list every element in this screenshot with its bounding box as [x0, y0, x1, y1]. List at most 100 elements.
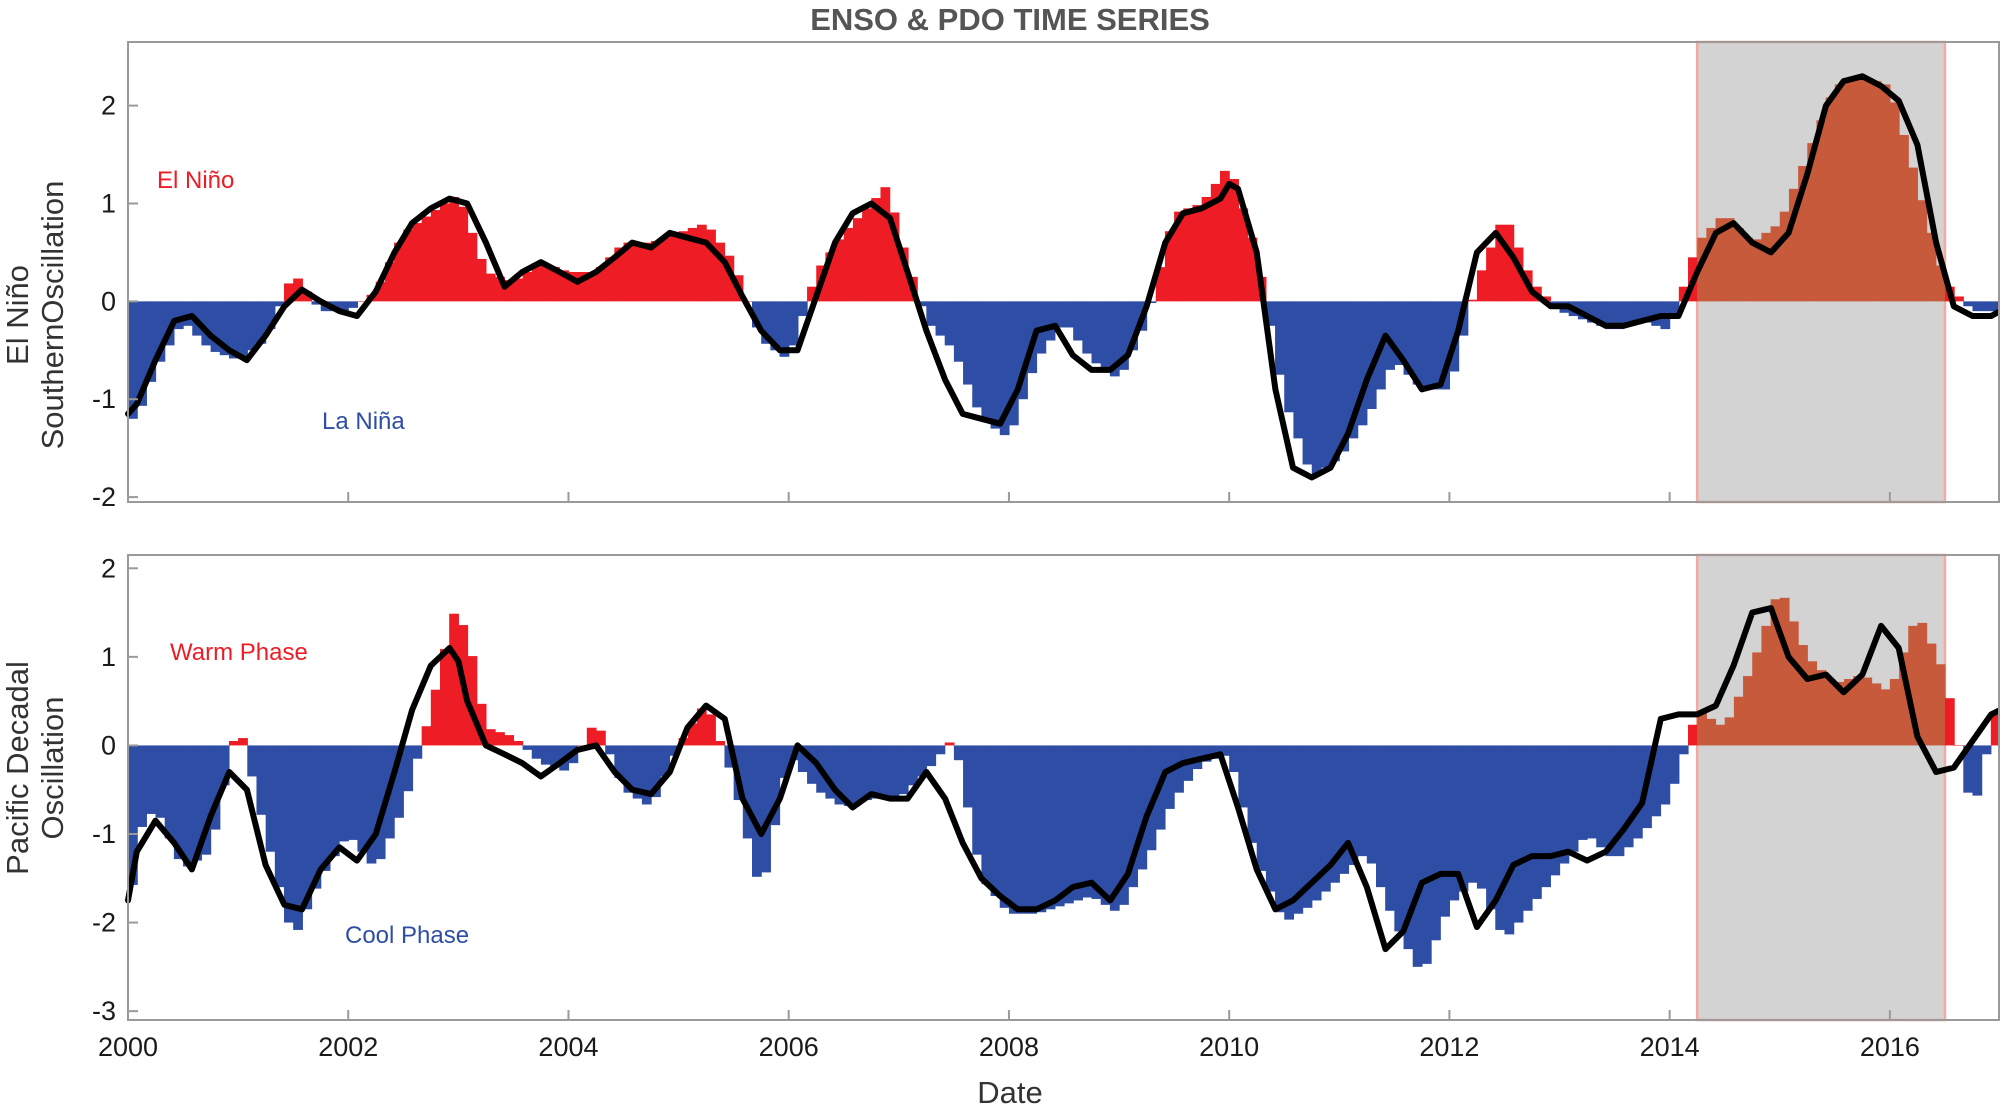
pdo-bar [1348, 745, 1359, 865]
enso-bar [495, 276, 505, 302]
pdo-bar [1119, 745, 1129, 905]
enso-bar [348, 301, 359, 308]
pdo-bar [1807, 661, 1818, 746]
pdo-axes-frame [127, 554, 2000, 1021]
enso-bar [669, 234, 680, 302]
enso-bar [1880, 84, 1891, 302]
enso-bar [540, 263, 551, 302]
enso-bar [440, 203, 450, 302]
pdo-bar [247, 745, 258, 777]
enso-bar [449, 196, 459, 302]
enso-bar [972, 301, 983, 408]
pdo-y-tick-label: -1 [92, 819, 116, 849]
enso-bar [128, 301, 138, 419]
pdo-bar [1862, 677, 1873, 746]
enso-bar [513, 278, 524, 302]
enso-bar [696, 224, 707, 302]
pdo-bar [1302, 745, 1313, 908]
pdo-bar [403, 745, 414, 792]
enso-bar [1963, 301, 1974, 307]
enso-bar [1155, 267, 1166, 302]
pdo-bar [1844, 679, 1854, 746]
enso-bar [871, 198, 882, 302]
enso-bar [1798, 165, 1808, 302]
enso-y-ticks: 2 1 0 -1 -2 [92, 91, 138, 512]
pdo-bar [1504, 745, 1515, 935]
pdo-bar [1247, 745, 1258, 843]
pdo-bar [696, 708, 707, 746]
x-tick-label: 2008 [979, 1032, 1039, 1062]
pdo-bar [825, 745, 836, 799]
enso-bar [641, 242, 652, 302]
enso-bar [1899, 134, 1909, 302]
pdo-bar [394, 745, 404, 818]
enso-bar [1504, 224, 1515, 302]
enso-smooth-line [125, 73, 2000, 481]
pdo-bar [1229, 745, 1239, 772]
pdo-bar [917, 745, 927, 777]
enso-bar [458, 206, 469, 302]
pdo-bar [1715, 724, 1726, 746]
enso-bar [1513, 247, 1524, 302]
pdo-bar [1091, 745, 1102, 899]
pdo-bar [1109, 745, 1120, 911]
enso-axes-frame [127, 41, 2000, 503]
pdo-bar [1366, 745, 1377, 864]
enso-bar [1348, 301, 1359, 439]
enso-bar [999, 301, 1010, 436]
pdo-bar [1688, 724, 1698, 746]
enso-bar [421, 216, 432, 302]
pdo-bar [155, 745, 166, 818]
pdo-bar [467, 656, 478, 746]
enso-bar [1853, 77, 1863, 302]
pdo-bar [1568, 745, 1579, 852]
pdo-bar [265, 745, 276, 852]
pdo-bar [908, 745, 918, 786]
pdo-bar [192, 745, 203, 861]
pdo-bar [706, 714, 716, 746]
pdo-bar [1275, 745, 1285, 913]
pdo-bar [293, 745, 303, 930]
enso-bar [1844, 81, 1854, 302]
pdo-bar [852, 745, 863, 803]
enso-bar [1862, 77, 1873, 302]
pdo-bar [1467, 745, 1478, 883]
enso-x-ticks [127, 492, 1891, 502]
enso-bar [1054, 301, 1065, 328]
pdo-bars [128, 597, 2000, 967]
pdo-bar [164, 745, 175, 839]
pdo-bar [1394, 745, 1405, 932]
enso-bar [1394, 301, 1405, 365]
enso-bar [155, 301, 166, 362]
pdo-bar [1908, 625, 1919, 746]
pdo-bar [1082, 745, 1093, 898]
enso-bar [219, 301, 230, 356]
pdo-bar [238, 738, 248, 746]
pdo-smooth-line [125, 605, 2000, 953]
enso-bar [651, 241, 661, 302]
pdo-bar [1486, 745, 1496, 910]
pdo-bar [1137, 745, 1148, 870]
enso-bar [1210, 183, 1221, 302]
enso-y-tick-label: 0 [101, 286, 116, 316]
enso-bar [1467, 299, 1478, 302]
enso-bar [1990, 301, 2000, 312]
pdo-panel: 210-1-2-3 2000 2002 2004 2006 2008 2010 2012 20… [0, 553, 2000, 1110]
pdo-y-ticks: 2 1 0 -1 -2 -3 [92, 553, 138, 1026]
pdo-bar [284, 745, 294, 923]
pdo-bar [1899, 652, 1909, 746]
pdo-bar [201, 745, 212, 855]
enso-bar [1339, 301, 1350, 452]
enso-bar [926, 301, 937, 326]
pdo-bar [1357, 745, 1368, 857]
pdo-bar [596, 730, 606, 746]
pdo-bar [128, 745, 138, 885]
enso-bar [1220, 170, 1230, 302]
pdo-highlight-period [1695, 553, 1947, 1022]
enso-bar [706, 229, 716, 302]
enso-bar [256, 301, 267, 344]
pdo-bar [1330, 745, 1340, 883]
enso-bar [1972, 301, 1983, 312]
pdo-bar [412, 745, 423, 759]
enso-bar [183, 301, 193, 326]
